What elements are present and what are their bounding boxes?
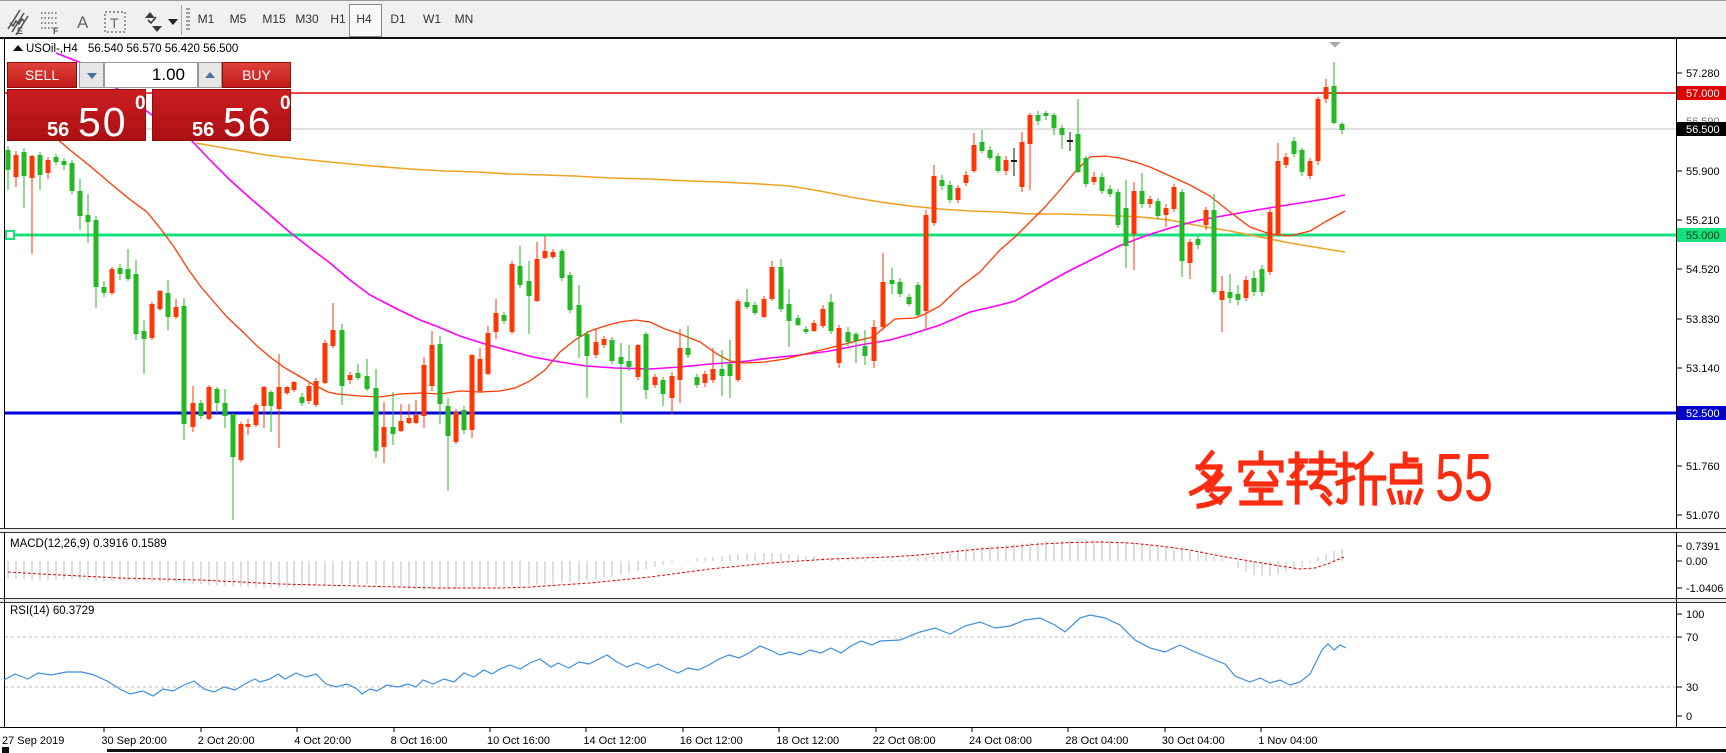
svg-text:51.760: 51.760 (1686, 461, 1720, 473)
svg-text:22 Oct 08:00: 22 Oct 08:00 (873, 735, 936, 747)
svg-text:16 Oct 12:00: 16 Oct 12:00 (680, 735, 743, 747)
svg-text:54.520: 54.520 (1686, 264, 1720, 276)
svg-text:10 Oct 16:00: 10 Oct 16:00 (487, 735, 550, 747)
svg-text:18 Oct 12:00: 18 Oct 12:00 (776, 735, 839, 747)
svg-text:51.070: 51.070 (1686, 510, 1720, 522)
svg-text:53.830: 53.830 (1686, 314, 1720, 326)
svg-text:30 Oct 04:00: 30 Oct 04:00 (1162, 735, 1225, 747)
svg-text:1 Nov 04:00: 1 Nov 04:00 (1258, 735, 1317, 747)
svg-text:14 Oct 12:00: 14 Oct 12:00 (583, 735, 646, 747)
svg-text:56.500: 56.500 (1686, 124, 1720, 136)
svg-text:56.540 56.570 56.420 56.500: 56.540 56.570 56.420 56.500 (88, 43, 238, 55)
svg-text:57.280: 57.280 (1686, 68, 1720, 80)
svg-text:E: E (17, 26, 23, 36)
svg-text:T: T (110, 15, 119, 31)
svg-text:USOil-,H4: USOil-,H4 (26, 43, 78, 55)
svg-text:-1.0406: -1.0406 (1686, 583, 1723, 595)
svg-text:30: 30 (1686, 682, 1698, 694)
svg-text:4 Oct 20:00: 4 Oct 20:00 (294, 735, 351, 747)
svg-text:0.7391: 0.7391 (1686, 541, 1720, 553)
svg-text:A: A (77, 13, 89, 32)
svg-text:55.900: 55.900 (1686, 166, 1720, 178)
svg-text:100: 100 (1686, 609, 1704, 621)
svg-text:27 Sep 2019: 27 Sep 2019 (2, 735, 64, 747)
svg-text:F: F (53, 26, 59, 36)
svg-text:55: 55 (1435, 440, 1493, 516)
svg-text:0: 0 (1686, 711, 1692, 723)
svg-text:55.210: 55.210 (1686, 215, 1720, 227)
svg-text:8 Oct 16:00: 8 Oct 16:00 (391, 735, 448, 747)
svg-text:57.000: 57.000 (1686, 88, 1720, 100)
svg-text:70: 70 (1686, 632, 1698, 644)
svg-text:2 Oct 20:00: 2 Oct 20:00 (198, 735, 255, 747)
svg-text:RSI(14) 60.3729: RSI(14) 60.3729 (10, 605, 94, 617)
svg-text:28 Oct 04:00: 28 Oct 04:00 (1065, 735, 1128, 747)
svg-text:24 Oct 08:00: 24 Oct 08:00 (969, 735, 1032, 747)
svg-text:0.00: 0.00 (1686, 556, 1707, 568)
svg-text:52.500: 52.500 (1686, 408, 1720, 420)
svg-text:53.140: 53.140 (1686, 363, 1720, 375)
svg-text:MACD(12,26,9) 0.3916 0.1589: MACD(12,26,9) 0.3916 0.1589 (10, 538, 167, 550)
svg-text:30 Sep 20:00: 30 Sep 20:00 (101, 735, 166, 747)
svg-text:55.000: 55.000 (1686, 230, 1720, 242)
